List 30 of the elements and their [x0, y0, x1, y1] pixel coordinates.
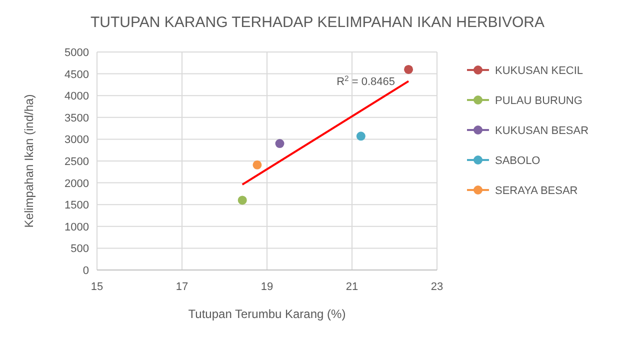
chart-title: TUTUPAN KARANG TERHADAP KELIMPAHAN IKAN HERBIVORA [90, 14, 544, 31]
x-tick-label: 23 [430, 281, 444, 293]
y-tick-label: 0 [82, 265, 89, 277]
legend-label: KUKUSAN KECIL [495, 65, 584, 77]
x-tick-label: 15 [90, 281, 104, 293]
x-tick-label: 19 [260, 281, 274, 293]
x-axis-title: Tutupan Terumbu Karang (%) [188, 307, 346, 321]
legend-label: PULAU BURUNG [495, 95, 582, 107]
y-tick-label: 3500 [64, 112, 89, 124]
point [404, 64, 414, 74]
y-tick-label: 500 [70, 243, 89, 256]
y-tick-label: 4500 [64, 68, 89, 81]
y-tick-label: 1000 [64, 221, 89, 234]
y-tick-label: 2000 [64, 178, 89, 190]
y-tick-label: 5000 [64, 47, 89, 59]
y-tick-label: 2500 [64, 156, 89, 168]
point [238, 196, 247, 205]
point [356, 132, 366, 141]
legend-label: SABOLO [495, 155, 541, 167]
point [252, 160, 262, 170]
y-tick-label: 3000 [64, 134, 89, 146]
annotation: R$^{2}$ = 0.8465 [336, 74, 395, 88]
y-axis-title: Kelimpahan Ikan (ind/ha) [22, 94, 36, 228]
legend-label: SERAYA BESAR [495, 185, 578, 197]
y-tick-label: 4000 [64, 90, 89, 103]
x-tick-label: 17 [176, 281, 188, 293]
legend-label: KUKUSAN BESAR [495, 125, 589, 137]
y-tick-label: 1500 [64, 200, 89, 212]
x-tick-label: 21 [346, 281, 358, 293]
point [275, 139, 284, 148]
